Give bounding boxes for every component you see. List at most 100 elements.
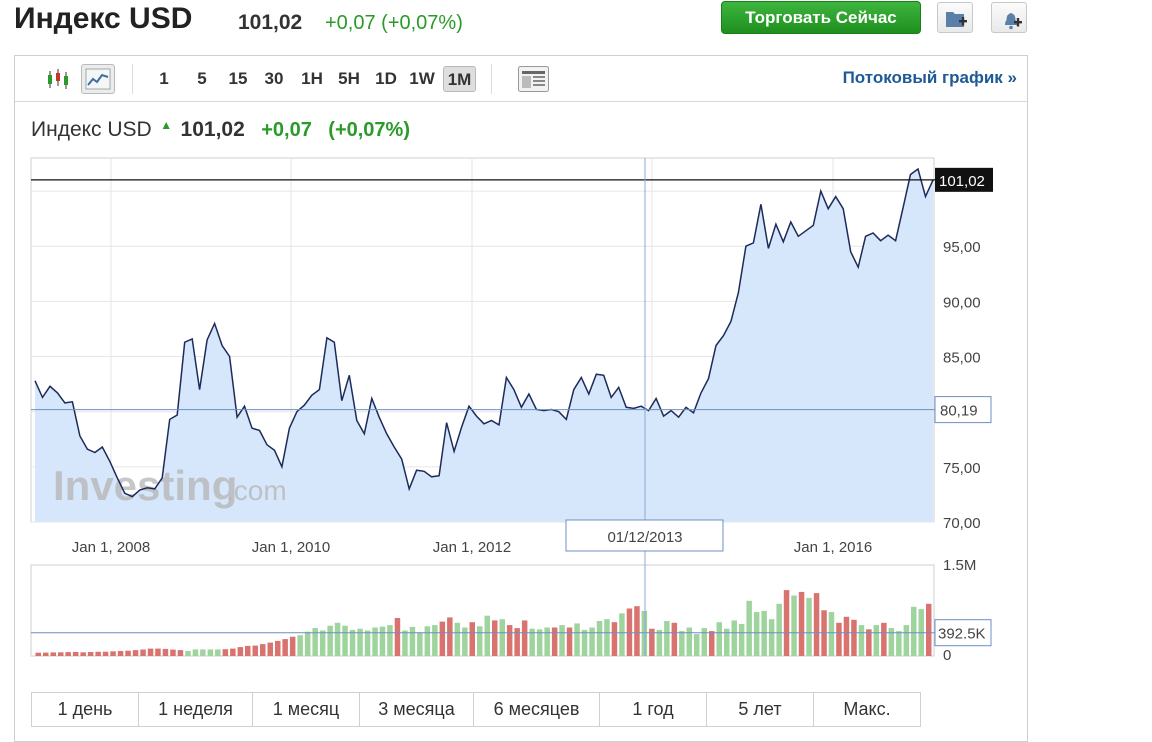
crosshair-date-box [565,519,724,552]
volume-bar [394,618,401,656]
x-tick-label: Jan 1, 2008 [72,539,150,556]
volume-bar [536,629,543,656]
volume-bar [252,645,258,656]
volume-bar [312,628,318,656]
volume-bar [117,651,124,656]
volume-bar [267,642,273,656]
timeframe-30[interactable]: 30 [264,69,284,88]
y-tick-label: 75,00 [943,460,981,477]
volume-bar [275,640,281,656]
volume-bar [596,621,603,656]
volume-bar [439,621,446,656]
volume-bar [873,625,880,656]
trade-now-button[interactable]: Торговать Сейчас [721,1,921,34]
x-tick-label: Jan 1, 2012 [433,539,511,556]
layout-button[interactable] [516,64,550,94]
volume-bar [559,625,565,656]
volume-bar [409,626,416,656]
range-5-years[interactable]: 5 лет [706,692,814,727]
timeframe-15[interactable]: 15 [228,69,248,88]
chart-instrument-name: Индекс USD [31,118,152,141]
volume-bar [35,652,41,656]
volume-bar [424,626,431,656]
range-max[interactable]: Макс. [813,692,921,727]
volume-bar [342,625,348,656]
chart-change: +0,07 [261,119,312,141]
volume-bar [282,639,288,656]
volume-bar [574,623,580,656]
range-6-months[interactable]: 6 месяцев [473,692,600,727]
svg-text:.com: .com [226,475,287,506]
volume-bar [701,628,707,656]
double-chevron-right-icon: » [1007,68,1017,87]
volume-bar [454,622,461,656]
volume-bar [761,610,767,656]
volume-bar [364,630,371,656]
candlestick-chart-button[interactable] [41,64,75,94]
y-tick-label: 85,00 [943,350,981,367]
volume-bar [484,615,490,656]
volume-bar [170,649,176,656]
volume-bar [888,628,895,656]
volume-bar [843,616,850,656]
volume-bar [783,590,790,656]
volume-bar [664,621,670,656]
timeframe-5[interactable]: 5 [197,69,207,88]
volume-bar [656,629,663,656]
chart-change-percent: (+0,07%) [328,119,410,141]
volume-bar [237,647,244,656]
volume-bar [499,619,505,656]
volume-bar [738,624,745,656]
volume-bar [851,619,857,656]
volume-bar [58,652,64,656]
range-1-week[interactable]: 1 неделя [138,692,253,727]
price-chart[interactable]: Investing .com 95,0090,0085,0080,0075,00… [15,56,1027,686]
crosshair-date-label: 01/12/2013 [607,529,682,546]
range-3-months[interactable]: 3 месяца [359,692,474,727]
timeframe-1m[interactable]: 1M [443,66,476,92]
volume-bar [65,652,71,656]
volume-bar [177,650,184,656]
volume-bar [432,625,438,656]
range-1-year[interactable]: 1 год [599,692,707,727]
volume-bar [110,651,116,656]
timeframe-1h[interactable]: 1H [301,69,323,88]
timeframe-1d[interactable]: 1D [375,69,397,88]
chart-widget: 1 5 15 30 1H 5H 1D 1W 1M Потоковый графи… [14,55,1028,742]
add-to-portfolio-button[interactable] [937,2,973,33]
volume-bar [80,652,86,656]
volume-bar [611,622,618,656]
y-tick-label: 95,00 [943,239,981,256]
timeframe-5h[interactable]: 5H [338,69,360,88]
volume-bar [147,648,154,656]
crosshair-value-label: 80,19 [940,403,978,420]
create-alert-button[interactable] [991,2,1027,33]
volume-bar [753,612,760,656]
volume-bar [768,619,775,656]
volume-bar [230,648,236,656]
toolbar-divider [491,64,492,94]
volume-bar [95,651,101,656]
timeframe-1w[interactable]: 1W [409,69,435,88]
range-1-day[interactable]: 1 день [31,692,139,727]
volume-bar [716,622,722,656]
volume-crosshair-box [934,619,992,647]
volume-bar [492,620,498,656]
volume-bar [686,627,692,656]
volume-bar [709,631,715,656]
streaming-chart-link[interactable]: Потоковый график » [843,68,1017,88]
volume-bar [551,627,558,656]
volume-bar [589,627,595,656]
y-tick-label: 70,00 [943,515,981,532]
chart-toolbar: 1 5 15 30 1H 5H 1D 1W 1M Потоковый графи… [15,56,1027,102]
volume-bar [521,620,528,656]
volume-bar [813,593,820,656]
timeframe-1[interactable]: 1 [159,69,169,88]
bell-add-icon [1005,13,1022,30]
svg-text:Investing: Investing [53,462,237,509]
line-chart-button[interactable] [81,64,115,94]
volume-bar [828,612,835,656]
line-chart-icon [85,68,111,90]
range-1-month[interactable]: 1 месяц [252,692,360,727]
current-value-box [935,167,993,192]
